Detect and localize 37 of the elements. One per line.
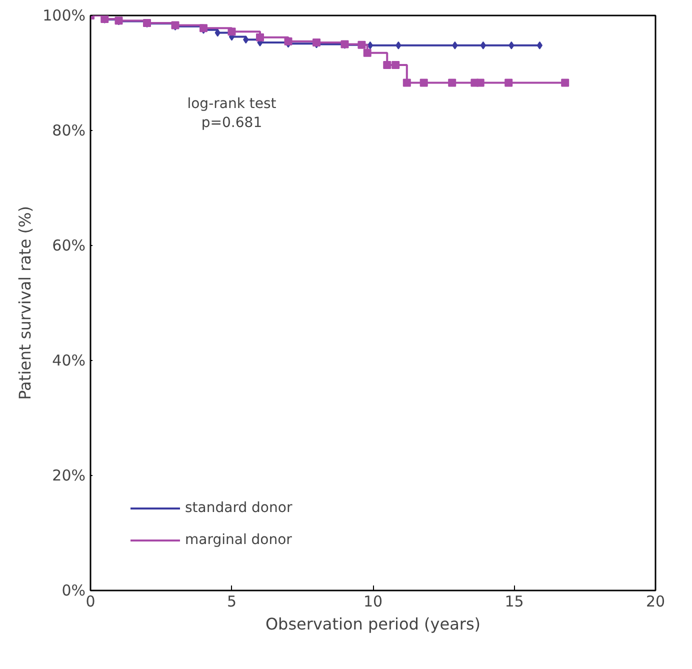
point: [508, 41, 514, 50]
x-tick-label: 5: [226, 592, 237, 610]
y-tick-label: 20%: [52, 466, 86, 484]
x-tick-label: 10: [363, 592, 383, 610]
point: [383, 60, 392, 69]
point: [284, 37, 292, 46]
y-tick-label: 80%: [52, 122, 86, 140]
point: [392, 60, 400, 69]
y-axis-title: Patient survival rate (%): [16, 206, 35, 400]
point: [504, 78, 513, 87]
y-tick-label: 40%: [52, 352, 86, 370]
point: [536, 41, 543, 50]
x-tick-label: 20: [646, 592, 666, 610]
annotation: log-rank test p=0.681: [187, 96, 277, 132]
y-tick-label: 60%: [52, 236, 86, 254]
point: [476, 78, 484, 87]
point: [480, 41, 486, 50]
legend-label: standard donor: [185, 500, 292, 516]
point: [452, 41, 458, 50]
legend-label: marginal donor: [185, 532, 292, 548]
x-tick-label: 15: [504, 592, 524, 610]
y-tick-label: 0%: [62, 582, 86, 600]
y-tick-label: 100%: [42, 6, 86, 24]
x-tick-label: 0: [86, 592, 96, 610]
point: [243, 36, 249, 44]
point: [420, 78, 428, 87]
point: [228, 28, 236, 36]
point: [396, 41, 402, 50]
point: [561, 78, 570, 87]
point: [448, 78, 456, 87]
x-axis-title: Observation period (years): [265, 614, 481, 634]
point: [256, 33, 264, 42]
point: [367, 41, 374, 50]
point: [358, 40, 366, 49]
point: [402, 78, 411, 87]
point: [214, 28, 220, 37]
point: [363, 48, 372, 57]
